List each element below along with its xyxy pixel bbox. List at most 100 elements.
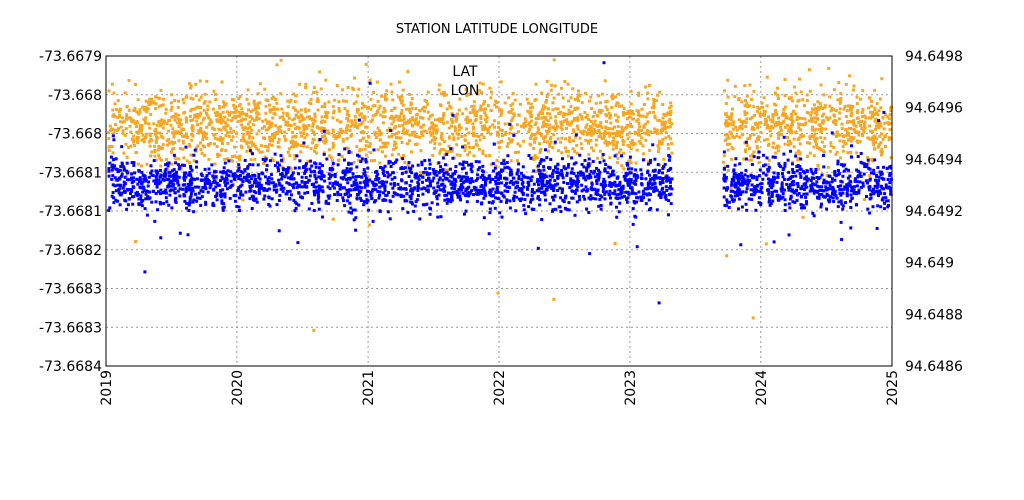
data-point bbox=[372, 90, 376, 94]
data-point bbox=[379, 166, 382, 169]
data-point bbox=[846, 176, 850, 180]
data-point bbox=[139, 197, 143, 201]
data-point bbox=[484, 183, 487, 187]
data-point bbox=[771, 115, 775, 118]
data-point bbox=[324, 201, 328, 205]
data-point bbox=[276, 141, 280, 144]
data-point bbox=[177, 183, 181, 187]
data-point bbox=[782, 111, 785, 115]
data-point bbox=[417, 120, 421, 124]
data-point bbox=[330, 173, 334, 177]
data-point bbox=[626, 183, 630, 187]
data-point bbox=[178, 165, 182, 169]
data-point bbox=[276, 161, 279, 165]
data-point bbox=[472, 104, 476, 108]
data-point bbox=[658, 141, 661, 145]
data-point bbox=[867, 106, 871, 110]
data-point bbox=[257, 112, 261, 116]
data-point bbox=[620, 195, 624, 199]
data-point bbox=[599, 111, 603, 115]
data-point bbox=[554, 165, 557, 169]
data-point bbox=[835, 131, 839, 135]
data-point bbox=[651, 186, 655, 190]
data-point bbox=[752, 105, 756, 109]
data-point bbox=[373, 133, 377, 137]
data-point bbox=[804, 121, 808, 125]
data-point bbox=[221, 188, 225, 192]
data-point bbox=[852, 191, 856, 195]
data-point bbox=[426, 110, 430, 114]
data-point bbox=[453, 177, 457, 181]
data-point bbox=[424, 129, 428, 133]
data-point bbox=[203, 133, 207, 136]
data-point bbox=[310, 128, 314, 132]
data-point bbox=[457, 108, 461, 112]
data-point bbox=[803, 117, 807, 121]
data-point bbox=[581, 171, 585, 175]
data-point bbox=[812, 145, 816, 149]
data-point bbox=[332, 111, 336, 115]
data-point bbox=[383, 184, 387, 188]
data-point bbox=[186, 135, 190, 139]
data-point bbox=[169, 188, 173, 192]
data-point bbox=[135, 138, 139, 142]
data-point bbox=[140, 124, 144, 128]
data-point bbox=[174, 112, 178, 116]
data-point bbox=[308, 115, 311, 119]
data-point bbox=[357, 108, 360, 112]
data-point bbox=[328, 154, 332, 158]
data-point bbox=[277, 129, 281, 133]
data-point bbox=[724, 102, 728, 105]
data-point bbox=[391, 116, 395, 120]
data-point bbox=[191, 134, 195, 138]
data-point bbox=[565, 126, 568, 130]
data-point bbox=[231, 174, 235, 178]
data-point bbox=[723, 139, 727, 142]
data-point bbox=[656, 93, 660, 97]
data-point bbox=[830, 180, 834, 184]
data-point bbox=[147, 101, 151, 104]
data-point bbox=[668, 167, 672, 171]
data-point bbox=[152, 159, 156, 163]
data-point bbox=[599, 101, 602, 105]
data-point bbox=[776, 86, 779, 90]
data-point bbox=[782, 119, 786, 123]
data-point bbox=[870, 130, 874, 134]
data-point bbox=[599, 121, 603, 125]
data-point bbox=[617, 131, 621, 135]
data-point bbox=[250, 184, 254, 188]
data-point bbox=[657, 146, 661, 150]
data-point bbox=[574, 180, 578, 184]
data-point bbox=[170, 162, 174, 166]
data-point bbox=[730, 183, 734, 187]
data-point bbox=[531, 105, 535, 109]
data-point bbox=[544, 148, 547, 152]
data-point bbox=[540, 172, 544, 176]
data-point bbox=[794, 174, 798, 178]
data-point bbox=[111, 183, 115, 187]
data-point bbox=[445, 176, 449, 180]
data-point bbox=[538, 162, 542, 166]
data-point bbox=[331, 167, 335, 171]
data-point bbox=[196, 123, 199, 127]
data-point bbox=[360, 106, 364, 110]
data-point bbox=[500, 139, 504, 143]
data-point bbox=[308, 117, 312, 121]
data-point bbox=[445, 201, 449, 205]
data-point bbox=[855, 102, 859, 106]
data-point bbox=[888, 174, 892, 178]
data-point bbox=[815, 180, 819, 184]
data-point bbox=[257, 175, 261, 179]
data-point bbox=[383, 186, 387, 190]
data-point bbox=[798, 116, 802, 120]
data-point bbox=[471, 122, 475, 126]
data-point bbox=[438, 176, 442, 180]
data-point bbox=[349, 193, 352, 197]
data-point bbox=[788, 197, 792, 201]
data-point bbox=[829, 144, 833, 148]
data-point bbox=[613, 189, 617, 193]
data-point bbox=[170, 140, 174, 144]
data-point bbox=[399, 96, 403, 99]
data-point bbox=[485, 120, 489, 124]
data-point bbox=[176, 189, 180, 193]
